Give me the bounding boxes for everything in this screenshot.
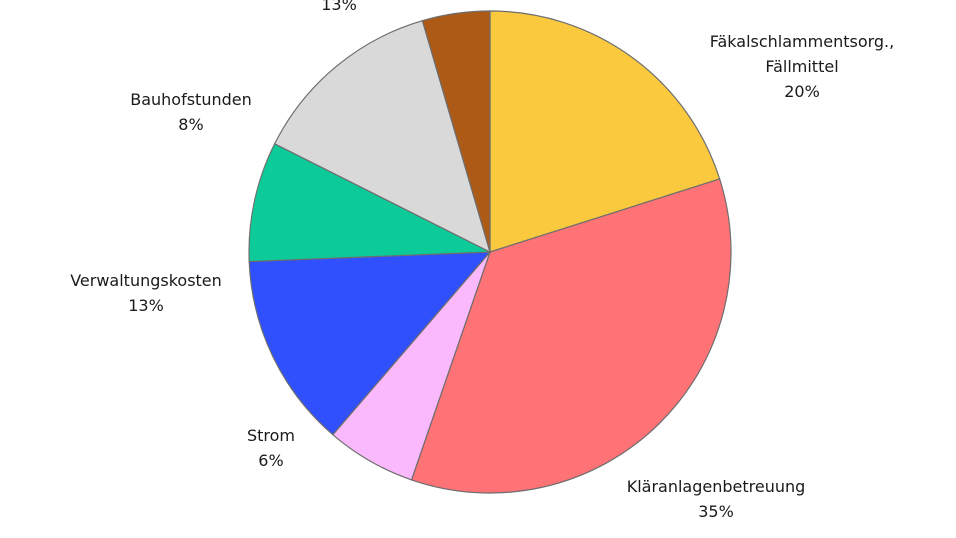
- slice-percent: 13%: [128, 296, 164, 315]
- slice-percent: 6%: [258, 451, 283, 470]
- slice-percent: 20%: [784, 82, 820, 101]
- slice-percent: 8%: [178, 115, 203, 134]
- slice-label-4: Bauhofstunden 8%: [130, 90, 252, 134]
- slice-label-5: 13%: [321, 0, 357, 14]
- slice-label-line: Strom: [247, 426, 295, 445]
- pie-slice-0: [489, 10, 721, 253]
- slice-label-line: Fäkalschlammentsorg.,: [710, 32, 894, 51]
- pie-slice-1: [410, 178, 732, 494]
- slice-label-2: Strom 6%: [247, 426, 295, 470]
- slice-label-1: Kläranlagenbetreuung 35%: [627, 477, 806, 521]
- slice-label-0: Fäkalschlammentsorg., Fällmittel 20%: [710, 32, 894, 101]
- pie-slice-6: [421, 10, 491, 253]
- slice-percent: 13%: [321, 0, 357, 14]
- slice-label-line: Fällmittel: [765, 57, 838, 76]
- slice-label-line: Bauhofstunden: [130, 90, 252, 109]
- pie-slice-4: [248, 142, 491, 263]
- pie-slice-3: [248, 251, 492, 436]
- slice-label-3: Verwaltungskosten 13%: [70, 271, 222, 315]
- slice-label-line: Kläranlagenbetreuung: [627, 477, 806, 496]
- pie-slice-5: [273, 19, 491, 254]
- slice-label-line: Verwaltungskosten: [70, 271, 222, 290]
- slice-percent: 35%: [698, 502, 734, 521]
